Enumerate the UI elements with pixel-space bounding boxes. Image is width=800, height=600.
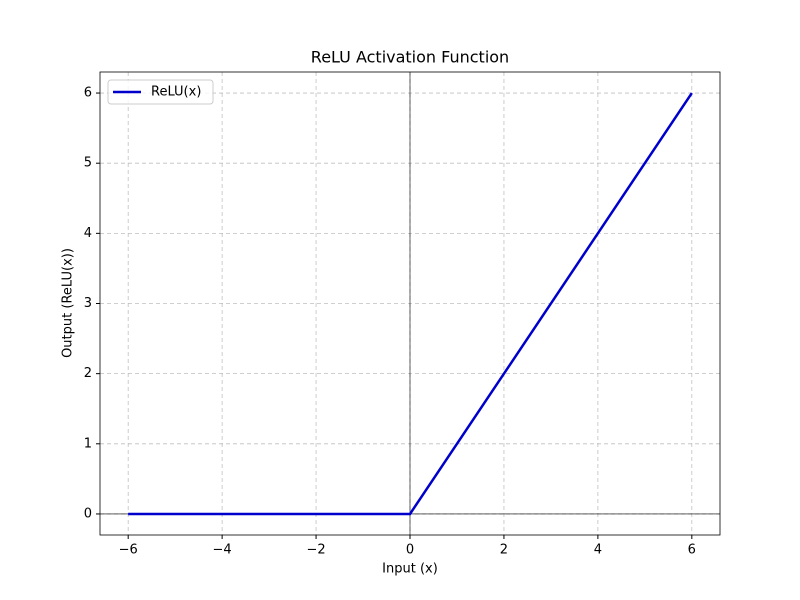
x-tick-label: −4 xyxy=(213,543,232,558)
y-tick-label: 1 xyxy=(84,436,92,451)
plot-frame xyxy=(99,71,721,536)
x-axis-label: Input (x) xyxy=(382,562,438,577)
y-tick-label: 4 xyxy=(84,226,92,241)
y-tick-label: 6 xyxy=(84,86,92,101)
x-tick-label: 0 xyxy=(406,543,414,558)
x-tick-label: 6 xyxy=(688,543,696,558)
legend-box xyxy=(107,79,214,105)
y-tick-label: 0 xyxy=(84,506,92,521)
y-tick-label: 5 xyxy=(84,156,92,171)
x-tick-label: −6 xyxy=(119,543,138,558)
y-tick-label: 2 xyxy=(84,366,92,381)
legend-label: ReLU(x) xyxy=(151,85,201,100)
y-axis-label: Output (ReLU(x)) xyxy=(61,248,76,358)
chart-title: ReLU Activation Function xyxy=(311,48,509,67)
line xyxy=(128,92,693,516)
x-tick-label: −2 xyxy=(306,543,325,558)
x-tick-label: 4 xyxy=(594,543,602,558)
y-tick-label: 3 xyxy=(84,296,92,311)
x-tick-label: 2 xyxy=(500,543,508,558)
